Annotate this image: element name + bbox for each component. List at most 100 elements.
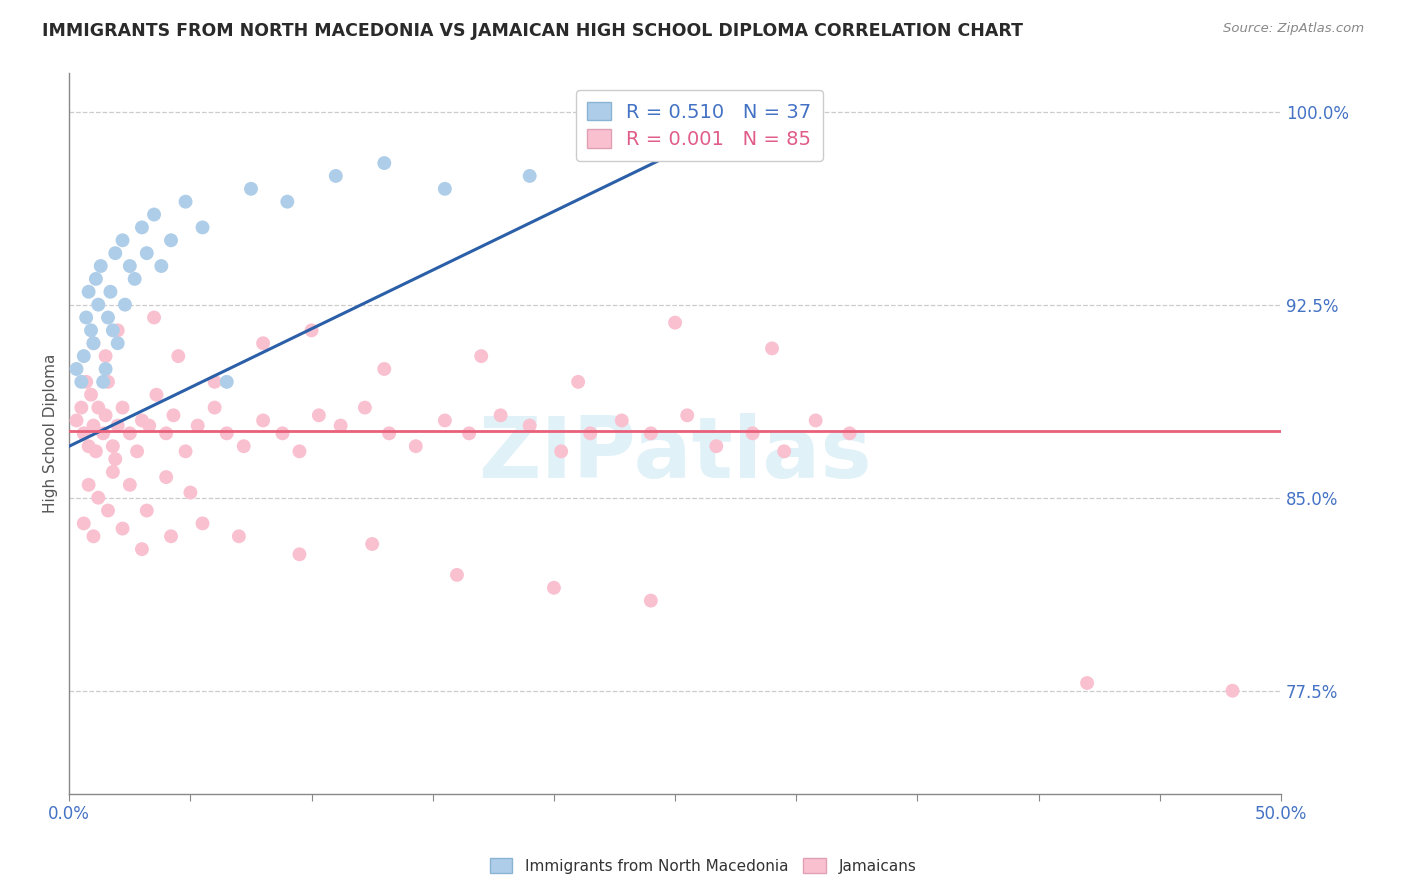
Point: [610, 413, 633, 427]
Point: [489, 409, 512, 423]
Point: [301, 323, 323, 337]
Point: [73, 426, 96, 441]
Point: [97, 503, 120, 517]
Point: [579, 426, 602, 441]
Point: [567, 375, 589, 389]
Point: [143, 208, 166, 222]
Point: [704, 439, 727, 453]
Point: [114, 298, 136, 312]
Point: [204, 375, 226, 389]
Point: [155, 470, 177, 484]
Point: [94, 362, 117, 376]
Point: [87, 298, 110, 312]
Point: [519, 418, 541, 433]
Point: [204, 401, 226, 415]
Point: [65, 362, 87, 376]
Point: [94, 349, 117, 363]
Point: [664, 316, 686, 330]
Point: [87, 401, 110, 415]
Point: [215, 426, 238, 441]
Point: [191, 516, 214, 531]
Point: [240, 182, 263, 196]
Point: [519, 169, 541, 183]
Point: [75, 375, 97, 389]
Point: [104, 452, 127, 467]
Point: [82, 529, 104, 543]
Point: [65, 413, 87, 427]
Point: [104, 246, 127, 260]
Point: [73, 516, 96, 531]
Point: [191, 220, 214, 235]
Point: [361, 537, 384, 551]
Point: [118, 478, 141, 492]
Point: [308, 409, 330, 423]
Point: [73, 349, 96, 363]
Point: [543, 581, 565, 595]
Point: [111, 233, 134, 247]
Point: [131, 413, 153, 427]
Point: [288, 444, 311, 458]
Point: [97, 310, 120, 325]
Point: [94, 409, 117, 423]
Point: [77, 285, 100, 299]
Point: [80, 388, 103, 402]
Point: [664, 130, 686, 145]
Point: [271, 426, 294, 441]
Point: [82, 418, 104, 433]
Text: IMMIGRANTS FROM NORTH MACEDONIA VS JAMAICAN HIGH SCHOOL DIPLOMA CORRELATION CHAR: IMMIGRANTS FROM NORTH MACEDONIA VS JAMAI…: [42, 22, 1024, 40]
Point: [446, 567, 468, 582]
Point: [640, 426, 662, 441]
Point: [124, 272, 146, 286]
Point: [329, 418, 352, 433]
Point: [82, 336, 104, 351]
Point: [433, 413, 456, 427]
Text: Source: ZipAtlas.com: Source: ZipAtlas.com: [1223, 22, 1364, 36]
Point: [127, 444, 149, 458]
Point: [550, 444, 572, 458]
Point: [1222, 683, 1244, 698]
Point: [761, 342, 783, 356]
Point: [135, 503, 157, 517]
Point: [77, 439, 100, 453]
Point: [252, 413, 274, 427]
Point: [187, 418, 209, 433]
Point: [354, 401, 377, 415]
Point: [131, 542, 153, 557]
Point: [80, 323, 103, 337]
Point: [101, 465, 124, 479]
Point: [174, 444, 197, 458]
Point: [90, 259, 112, 273]
Point: [75, 310, 97, 325]
Point: [150, 259, 173, 273]
Point: [838, 426, 860, 441]
Point: [107, 418, 129, 433]
Point: [167, 349, 190, 363]
Point: [91, 426, 114, 441]
Point: [378, 426, 401, 441]
Point: [155, 426, 177, 441]
Point: [741, 426, 763, 441]
Point: [107, 336, 129, 351]
Point: [143, 310, 166, 325]
Point: [91, 375, 114, 389]
Point: [145, 388, 167, 402]
Point: [138, 418, 160, 433]
Point: [174, 194, 197, 209]
Y-axis label: High School Diploma: High School Diploma: [44, 353, 58, 513]
Legend: Immigrants from North Macedonia, Jamaicans: Immigrants from North Macedonia, Jamaica…: [484, 852, 922, 880]
Point: [84, 444, 107, 458]
Point: [118, 259, 141, 273]
Point: [748, 110, 770, 124]
Point: [804, 413, 827, 427]
Legend: R = 0.510   N = 37, R = 0.001   N = 85: R = 0.510 N = 37, R = 0.001 N = 85: [575, 90, 823, 161]
Point: [458, 426, 481, 441]
Point: [232, 439, 254, 453]
Point: [101, 439, 124, 453]
Point: [111, 522, 134, 536]
Point: [252, 336, 274, 351]
Point: [70, 375, 93, 389]
Point: [325, 169, 347, 183]
Point: [107, 323, 129, 337]
Point: [97, 375, 120, 389]
Point: [131, 220, 153, 235]
